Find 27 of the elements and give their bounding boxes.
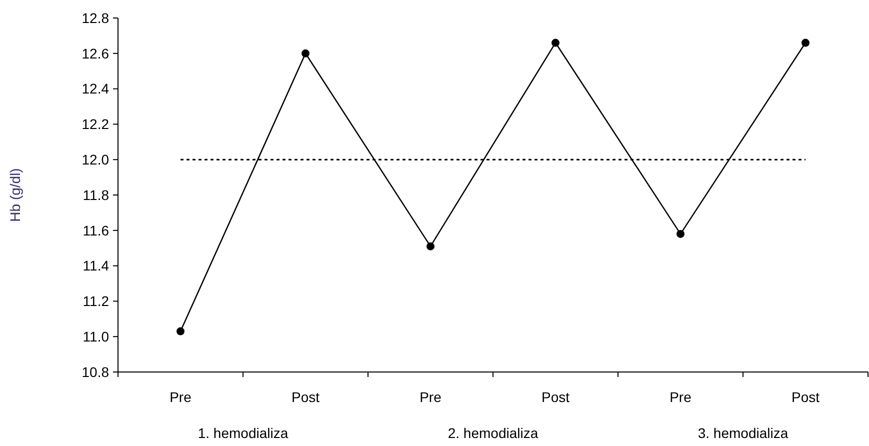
y-tick-label: 11.2 <box>82 293 110 310</box>
y-tick-label: 10.8 <box>82 364 110 380</box>
y-tick-label: 12.8 <box>82 10 110 26</box>
y-tick-label: 11.0 <box>82 328 110 344</box>
y-tick-label: 12.0 <box>82 152 110 168</box>
x-tick-label: Post <box>291 389 320 405</box>
x-tick-label: Pre <box>170 389 192 405</box>
y-tick-label: 12.2 <box>82 116 110 132</box>
point <box>426 242 434 250</box>
point <box>802 38 810 47</box>
y-tick-label: 11.8 <box>82 186 110 203</box>
x-tick-label: Pre <box>670 389 692 405</box>
x-tick-label: Pre <box>420 389 442 405</box>
point <box>676 230 684 238</box>
x-tick-label: Post <box>791 389 820 405</box>
point <box>176 327 184 336</box>
y-axis-title: Hb (g/dl) <box>7 168 23 222</box>
text: 3. hemodializa <box>698 425 788 441</box>
x-tick-label: Post <box>541 389 570 405</box>
text: 2. hemodializa <box>448 425 538 441</box>
y-tick-label: 11.4 <box>82 258 110 274</box>
point <box>302 49 310 58</box>
y-tick-label: 12.6 <box>82 45 110 62</box>
point <box>552 38 560 47</box>
y-tick-label: 12.4 <box>82 80 110 97</box>
y-tick-label: 11.6 <box>82 222 110 238</box>
text: 1. hemodializa <box>198 425 288 441</box>
